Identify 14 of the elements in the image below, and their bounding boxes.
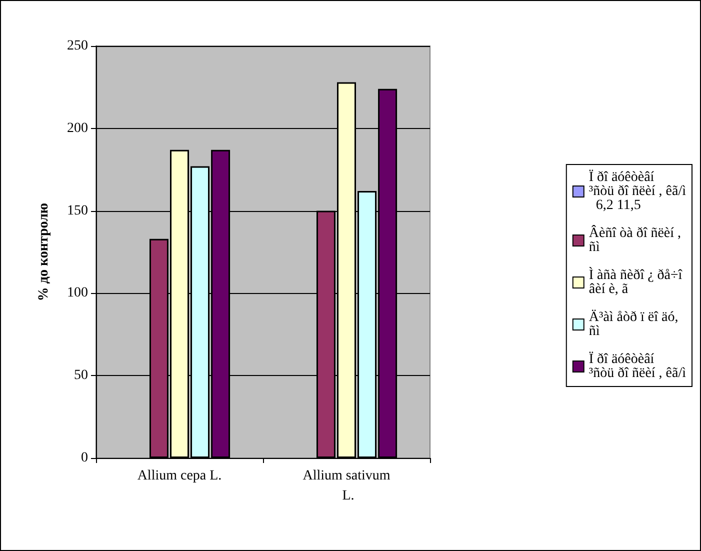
- y-axis-title: % до контролю: [36, 202, 52, 302]
- y-tick-label: 50: [74, 368, 88, 384]
- y-tick-label: 100: [67, 286, 88, 301]
- legend-label: Âèñî òà ðî ñëèí , ñì: [588, 224, 685, 255]
- y-tick-label: 250: [67, 38, 88, 54]
- x-tick-label: Allium sativum L.: [302, 468, 390, 504]
- x-tick-label: Allium cepa L.: [137, 468, 222, 484]
- legend-label: Ì àñà ñèðî ¿ ðå÷î âèí è, ã: [588, 266, 686, 297]
- y-tick-label: 0: [81, 450, 88, 466]
- y-tick-label: 200: [67, 120, 88, 136]
- y-tick-label: 150: [67, 203, 88, 218]
- legend-label: Ä³àì åòð ï ëî äó, ñì: [588, 309, 682, 339]
- legend-label: Ï ðî äóêòèâí ³ñòü ðî ñëèí , êã/ì: [588, 351, 686, 381]
- legend-label: Ï ðî äóêòèâí ³ñòü ðî ñëèí , êã/ì 6,2 11,5: [588, 169, 686, 213]
